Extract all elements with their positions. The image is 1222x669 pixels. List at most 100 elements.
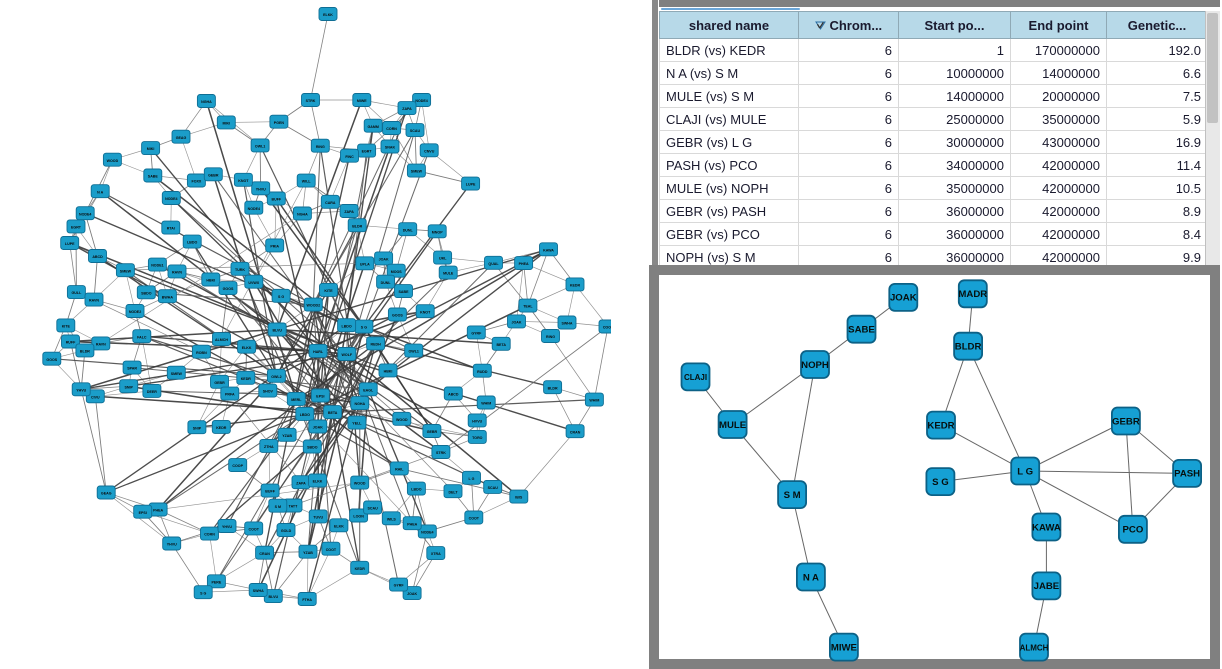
svg-text:DUNL: DUNL bbox=[381, 281, 392, 285]
svg-text:MOOS: MOOS bbox=[391, 270, 403, 274]
svg-text:HVVU: HVVU bbox=[472, 420, 482, 424]
svg-text:PHEA: PHEA bbox=[407, 522, 417, 526]
svg-text:SWHA: SWHA bbox=[253, 589, 264, 593]
svg-text:FTHA: FTHA bbox=[302, 598, 312, 602]
svg-text:RAVN: RAVN bbox=[89, 299, 99, 303]
svg-text:EGRT: EGRT bbox=[71, 226, 82, 230]
svg-text:JOAK: JOAK bbox=[890, 293, 917, 304]
svg-text:YHVU: YHVU bbox=[256, 187, 266, 191]
svg-text:CRAN: CRAN bbox=[570, 430, 581, 434]
svg-text:RUFF: RUFF bbox=[66, 341, 76, 345]
svg-text:SBDO: SBDO bbox=[141, 291, 152, 295]
svg-text:NGHA: NGHA bbox=[297, 213, 308, 217]
svg-text:SCAU: SCAU bbox=[410, 129, 421, 133]
svg-text:MNOP: MNOP bbox=[432, 230, 443, 234]
svg-text:WOOD2: WOOD2 bbox=[307, 304, 321, 308]
svg-text:RUDD: RUDD bbox=[477, 370, 488, 374]
svg-text:WOOD: WOOD bbox=[396, 418, 408, 422]
svg-text:RAVN: RAVN bbox=[172, 271, 182, 275]
svg-text:REDH: REDH bbox=[371, 343, 382, 347]
svg-text:GYRF: GYRF bbox=[394, 584, 405, 588]
svg-text:KNOT: KNOT bbox=[238, 179, 249, 183]
svg-text:MIKI: MIKI bbox=[147, 147, 155, 151]
svg-text:SABE: SABE bbox=[399, 290, 410, 294]
svg-text:NGHA: NGHA bbox=[201, 100, 212, 104]
svg-text:L G: L G bbox=[1017, 466, 1033, 477]
svg-text:YHVU: YHVU bbox=[222, 525, 232, 529]
svg-text:EAGL: EAGL bbox=[363, 388, 374, 392]
svg-text:BLDR: BLDR bbox=[955, 342, 982, 353]
svg-text:S G: S G bbox=[361, 326, 367, 330]
svg-text:STRK: STRK bbox=[306, 99, 316, 103]
svg-text:GOOS: GOOS bbox=[392, 314, 403, 318]
svg-text:BLDR: BLDR bbox=[548, 386, 558, 390]
svg-text:S G: S G bbox=[278, 295, 284, 299]
svg-text:MERL: MERL bbox=[291, 398, 302, 402]
svg-text:HBKI: HBKI bbox=[206, 279, 215, 283]
svg-text:MULE: MULE bbox=[443, 272, 454, 276]
svg-text:SNIP: SNIP bbox=[193, 426, 202, 430]
svg-text:CORN: CORN bbox=[386, 127, 397, 131]
svg-text:ELKK: ELKK bbox=[323, 13, 333, 17]
svg-text:SHOV: SHOV bbox=[263, 390, 274, 394]
svg-text:XTRA: XTRA bbox=[431, 552, 441, 556]
svg-text:YZAB: YZAB bbox=[303, 551, 313, 555]
svg-text:BLVU: BLVU bbox=[269, 595, 279, 599]
svg-text:N A: N A bbox=[97, 190, 103, 194]
svg-text:SMEW: SMEW bbox=[411, 170, 423, 174]
svg-text:COOT: COOT bbox=[249, 528, 260, 532]
svg-text:YELL: YELL bbox=[352, 422, 362, 426]
svg-text:NGHA: NGHA bbox=[355, 402, 366, 406]
svg-text:WHIM: WHIM bbox=[481, 402, 491, 406]
svg-text:ELKK: ELKK bbox=[334, 524, 344, 528]
svg-text:PERE: PERE bbox=[212, 580, 222, 584]
svg-text:S G: S G bbox=[200, 591, 206, 595]
svg-text:TURK: TURK bbox=[235, 268, 245, 272]
svg-text:WOOD: WOOD bbox=[107, 159, 119, 163]
svg-text:KAWA: KAWA bbox=[543, 248, 554, 252]
svg-text:LOON: LOON bbox=[353, 515, 364, 519]
svg-text:WOLF: WOLF bbox=[342, 353, 353, 357]
svg-text:WILL: WILL bbox=[302, 180, 312, 184]
svg-text:GEBR: GEBR bbox=[1112, 416, 1140, 427]
svg-text:RTAI: RTAI bbox=[167, 227, 175, 231]
svg-text:LUPE: LUPE bbox=[65, 242, 75, 246]
svg-text:KEDR: KEDR bbox=[355, 567, 366, 571]
svg-text:UVWX: UVWX bbox=[248, 281, 259, 285]
svg-text:TORO: TORO bbox=[472, 436, 483, 440]
svg-text:SABE: SABE bbox=[848, 325, 875, 336]
svg-text:NODE4: NODE4 bbox=[415, 99, 427, 103]
svg-text:ELKK: ELKK bbox=[313, 480, 323, 484]
svg-text:PASH: PASH bbox=[1174, 469, 1200, 480]
svg-text:ALMCH: ALMCH bbox=[215, 338, 228, 342]
svg-text:KEDR: KEDR bbox=[570, 284, 581, 288]
svg-text:MIKI: MIKI bbox=[223, 122, 231, 126]
svg-text:NODE4: NODE4 bbox=[165, 197, 177, 201]
svg-text:GAMM: GAMM bbox=[368, 125, 379, 129]
svg-text:EPSI: EPSI bbox=[139, 511, 147, 515]
svg-text:FINC: FINC bbox=[345, 155, 354, 159]
svg-text:QUAL: QUAL bbox=[488, 262, 499, 266]
svg-text:RAIL: RAIL bbox=[395, 468, 404, 472]
svg-text:CIVU: CIVU bbox=[91, 395, 100, 399]
svg-text:TUVU: TUVU bbox=[313, 516, 323, 520]
svg-text:OWL1: OWL1 bbox=[255, 145, 265, 149]
svg-text:COOT: COOT bbox=[469, 517, 480, 521]
svg-text:LBDO: LBDO bbox=[411, 488, 421, 492]
svg-text:RING: RING bbox=[316, 145, 325, 149]
svg-text:COOT: COOT bbox=[603, 326, 611, 330]
svg-text:JOAK: JOAK bbox=[379, 258, 389, 262]
svg-text:NODE4: NODE4 bbox=[79, 212, 91, 216]
svg-text:JOAK: JOAK bbox=[512, 321, 522, 325]
svg-text:OWL1: OWL1 bbox=[409, 350, 419, 354]
svg-text:KNOT: KNOT bbox=[420, 310, 431, 314]
svg-text:BUFF: BUFF bbox=[272, 198, 282, 202]
svg-text:KEDR: KEDR bbox=[216, 426, 227, 430]
svg-text:UPLA: UPLA bbox=[360, 262, 370, 266]
svg-text:TEAL: TEAL bbox=[523, 305, 533, 309]
svg-text:CNVU: CNVU bbox=[424, 149, 435, 153]
svg-text:NODE1: NODE1 bbox=[151, 264, 163, 268]
svg-text:BLDR: BLDR bbox=[80, 350, 90, 354]
svg-text:YHVU: YHVU bbox=[76, 388, 86, 392]
svg-text:WILS: WILS bbox=[387, 517, 397, 521]
